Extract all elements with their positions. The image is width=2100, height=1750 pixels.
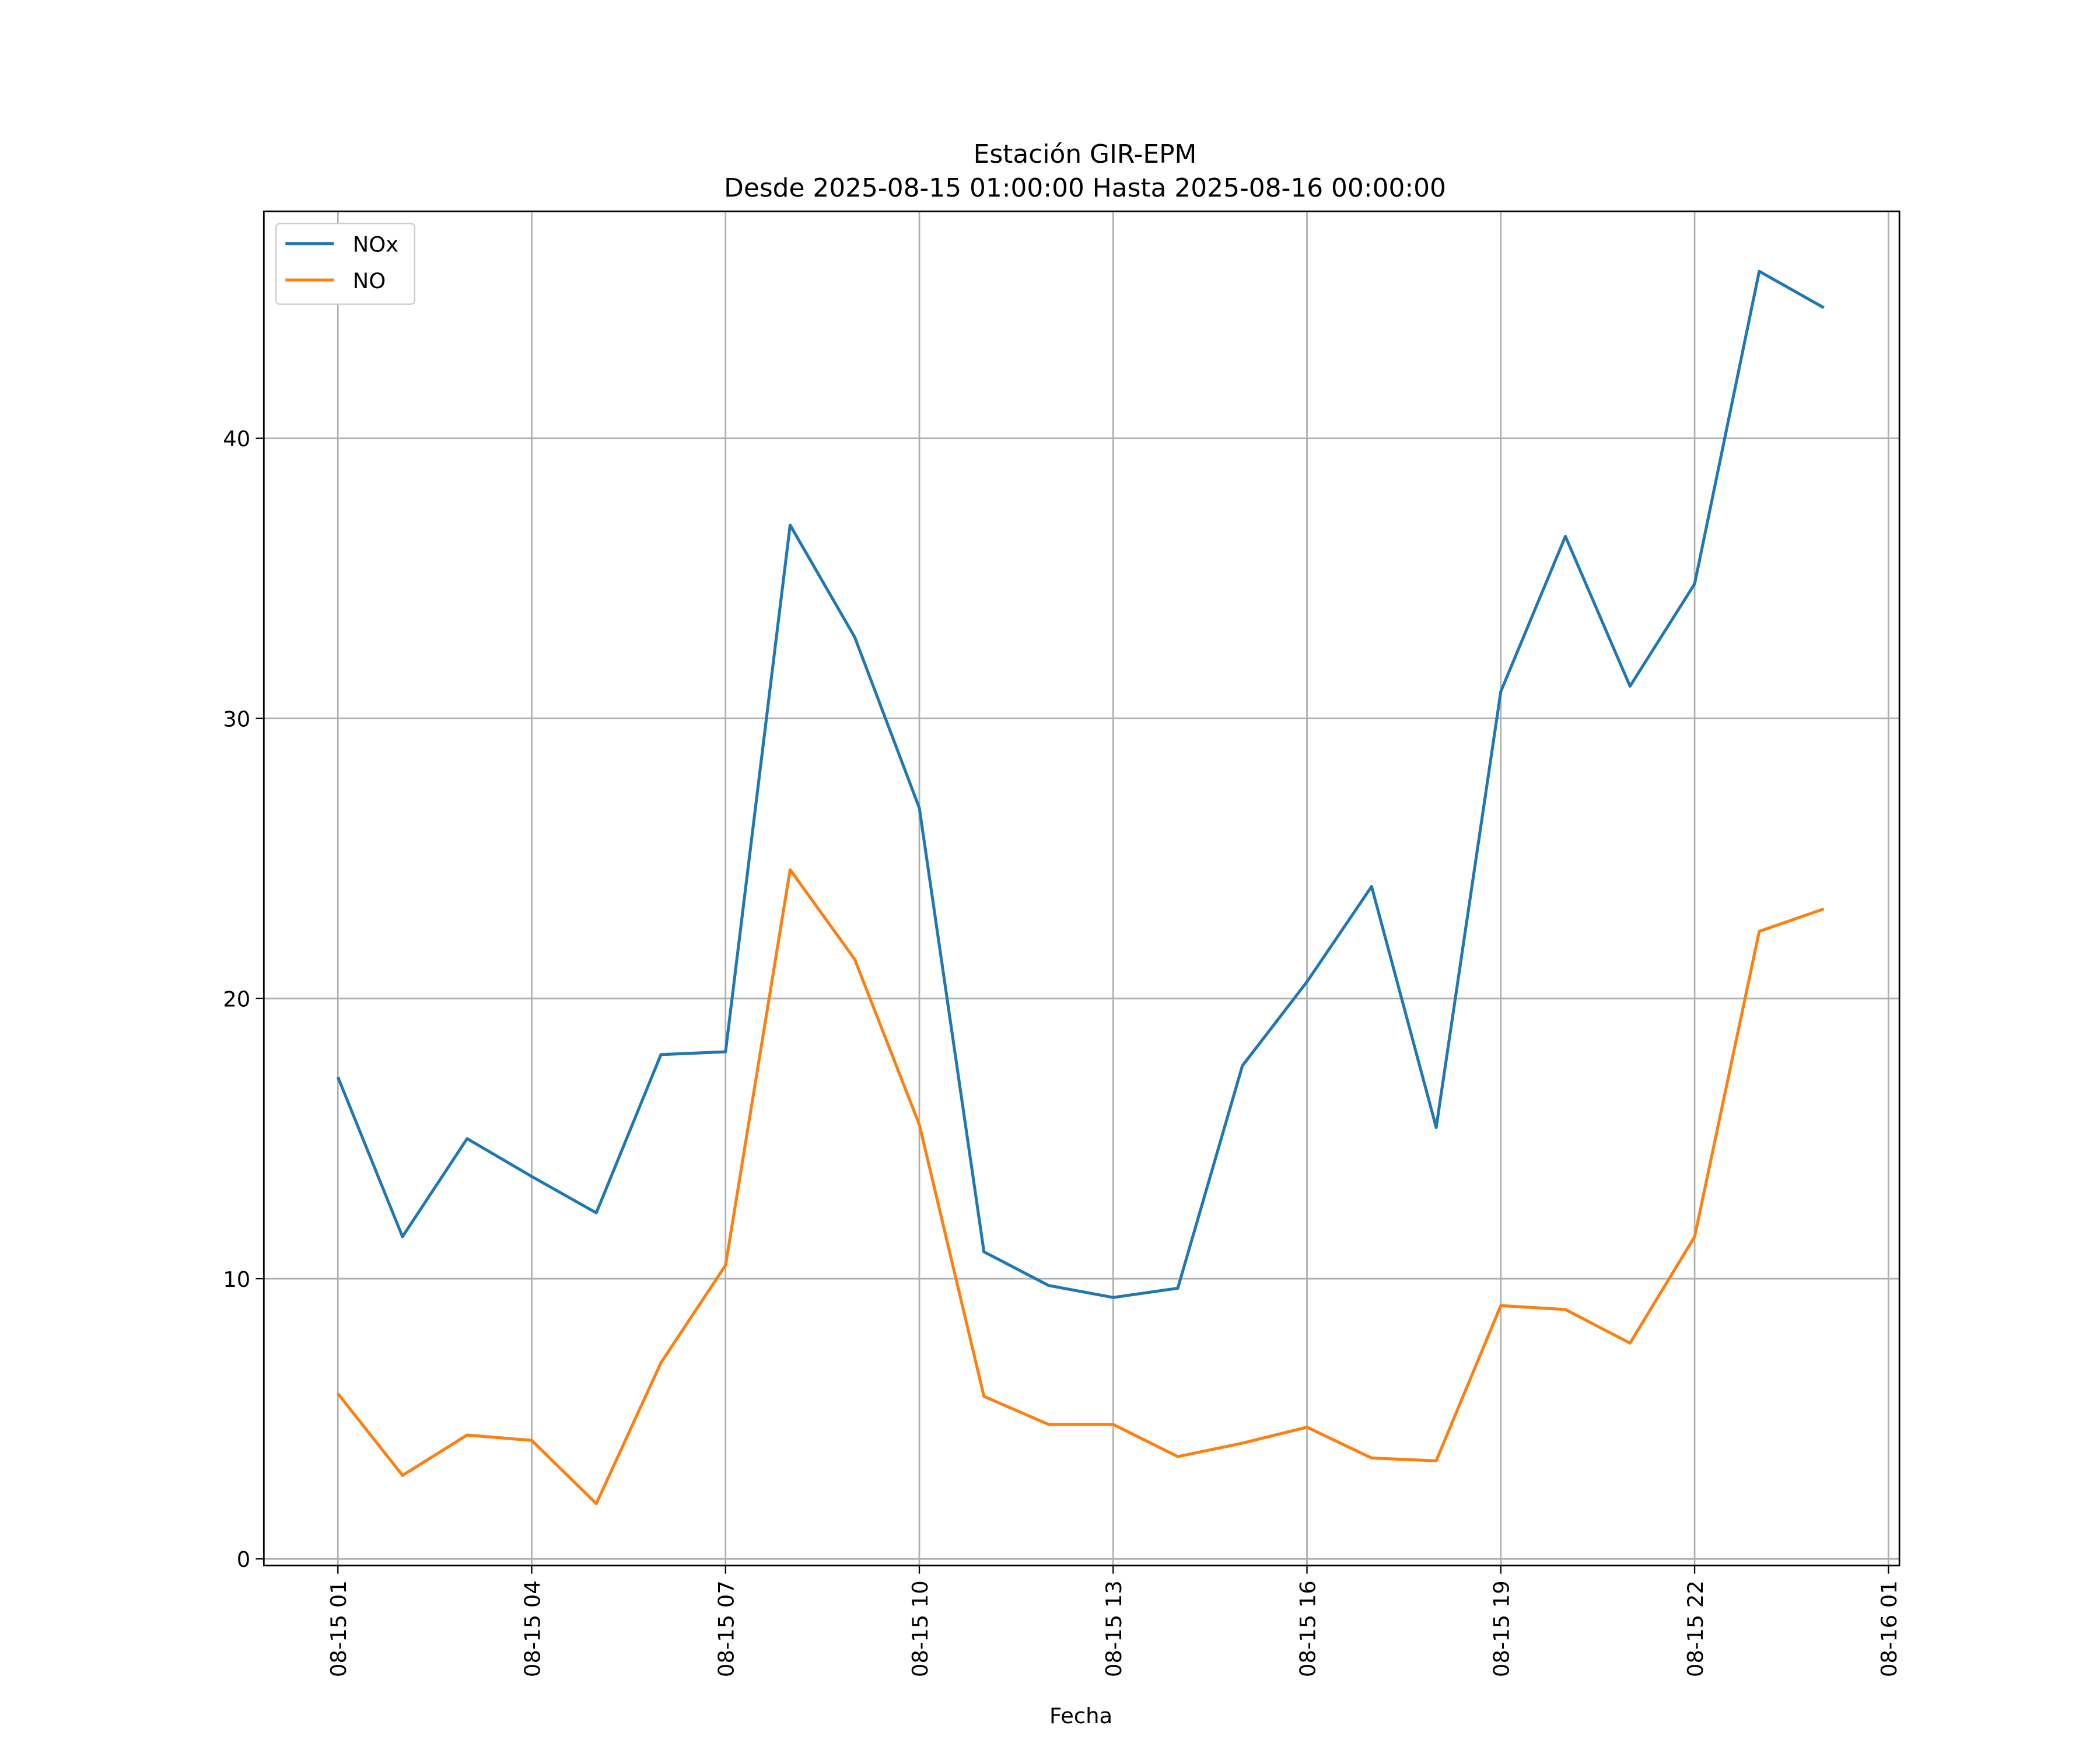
y-tick-label: 10 bbox=[223, 1267, 250, 1292]
axis-ticks: 08-15 01 08-15 04 08-15 07 08-15 10 08-15 13… bbox=[223, 426, 1902, 1677]
x-tick-label: 08-15 19 bbox=[1489, 1580, 1514, 1677]
series-line-nox bbox=[336, 270, 1825, 1299]
legend-label-no: NO bbox=[353, 268, 386, 293]
plot-frame bbox=[262, 210, 1901, 1567]
x-axis-label: Fecha bbox=[1049, 1703, 1112, 1728]
x-tick-label: 08-15 04 bbox=[520, 1580, 545, 1677]
x-tick-label: 08-15 13 bbox=[1101, 1580, 1126, 1677]
y-tick-label: 20 bbox=[223, 987, 250, 1012]
x-tick-label: 08-16 01 bbox=[1877, 1580, 1902, 1677]
legend-label-nox: NOx bbox=[353, 232, 399, 257]
x-tick-label: 08-15 07 bbox=[714, 1580, 739, 1677]
series-lines bbox=[336, 270, 1825, 1506]
x-tick-label: 08-15 10 bbox=[908, 1580, 933, 1677]
chart-title: Estación GIR-EPM bbox=[974, 139, 1197, 169]
x-tick-label: 08-15 01 bbox=[326, 1580, 351, 1677]
x-tick-label: 08-15 22 bbox=[1683, 1580, 1708, 1677]
y-tick-label: 40 bbox=[223, 426, 250, 452]
y-tick-label: 0 bbox=[237, 1547, 250, 1572]
chart-subtitle: Desde 2025-08-15 01:00:00 Hasta 2025-08-… bbox=[724, 173, 1446, 203]
series-line-no bbox=[337, 868, 1825, 1506]
legend: NOx NO bbox=[275, 222, 415, 305]
grid bbox=[264, 211, 1900, 1566]
y-tick-label: 30 bbox=[223, 706, 250, 732]
x-tick-label: 08-15 16 bbox=[1295, 1580, 1320, 1677]
